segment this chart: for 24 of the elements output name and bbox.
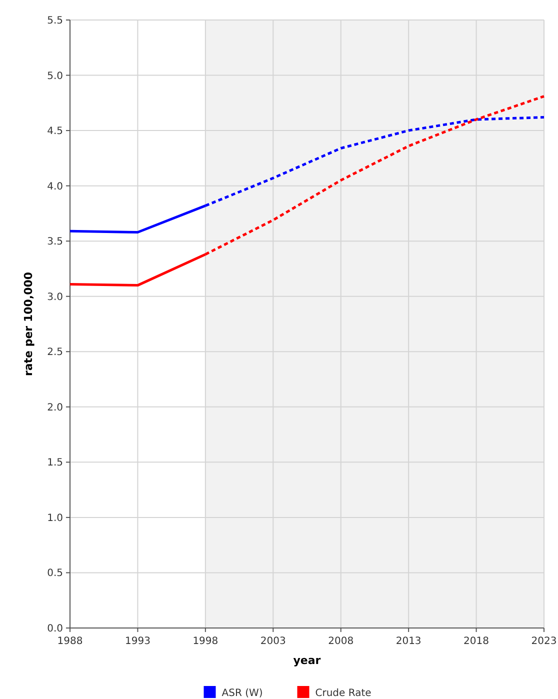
- x-tick-label: 1998: [192, 636, 218, 647]
- y-tick-label: 1.0: [47, 512, 63, 524]
- y-tick-label: 5.5: [47, 16, 63, 26]
- y-tick-label: 4.5: [47, 126, 63, 138]
- x-tick-label: 1988: [57, 636, 83, 647]
- x-tick-label: 2008: [328, 636, 354, 647]
- x-tick-label: 2023: [531, 636, 557, 647]
- x-tick-label: 2003: [260, 636, 286, 647]
- y-axis-title: rate per 100,000: [22, 272, 35, 376]
- y-tick-label: 1.5: [47, 458, 63, 469]
- y-tick-label: 0.0: [47, 624, 63, 634]
- x-tick-label: 1993: [124, 636, 150, 647]
- x-tick-label: 2018: [464, 636, 490, 647]
- y-tick-label: 3.5: [47, 236, 63, 248]
- y-tick-label: 3.0: [47, 292, 63, 303]
- x-tick-label: 2013: [396, 636, 422, 647]
- legend-label: ASR (W): [222, 688, 263, 699]
- y-tick-label: 4.0: [47, 181, 63, 192]
- legend-label: Crude Rate: [315, 688, 372, 699]
- y-tick-label: 5.0: [47, 70, 63, 82]
- y-tick-label: 0.5: [47, 568, 63, 580]
- x-axis-title: year: [293, 654, 322, 667]
- y-tick-label: 2.0: [47, 402, 63, 414]
- y-tick-label: 2.5: [47, 347, 63, 358]
